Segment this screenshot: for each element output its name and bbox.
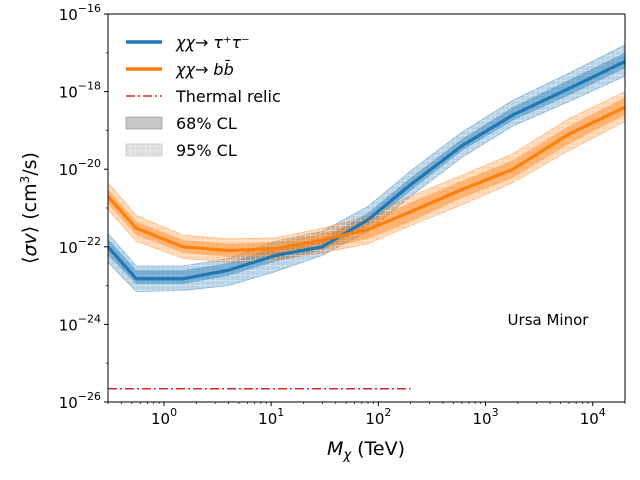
y-tick-label: 10−22 [59, 235, 101, 257]
target-annotation: Ursa Minor [508, 311, 590, 329]
legend-label: Thermal relic [175, 87, 281, 106]
legend-label: χχ→ bb̄ [175, 60, 234, 79]
median-lines [108, 59, 625, 390]
legend-swatch-95-hatch [126, 144, 162, 156]
tick-marks: 100 101 102 103 104 10−26 10−24 10−22 10−20 10−18… [59, 2, 626, 428]
x-tick-label: 103 [473, 406, 499, 428]
legend-label: 95% CL [176, 141, 237, 160]
x-tick-label: 100 [151, 406, 177, 428]
y-axis-label: ⟨σv⟩ (cm3/s) [18, 152, 41, 264]
x-tick-label: 104 [580, 406, 606, 428]
band-95-hatch-bb [108, 91, 625, 263]
y-tick-label: 10−20 [59, 157, 101, 179]
legend-label: χχ→ τ⁺τ⁻ [175, 33, 250, 52]
confidence-bands [108, 44, 625, 293]
x-tick-label: 102 [365, 406, 391, 428]
legend-label: 68% CL [176, 114, 237, 133]
y-tick-label: 10−16 [59, 2, 101, 24]
legend: χχ→ τ⁺τ⁻ χχ→ bb̄ Thermal relic 68% CL 95% CL [125, 33, 281, 160]
y-tick-label: 10−26 [59, 390, 101, 412]
median-line-bb [108, 105, 625, 253]
y-tick-label: 10−18 [59, 80, 101, 102]
y-tick-label: 10−24 [59, 312, 101, 334]
band-95-hatch-tau [108, 44, 625, 292]
x-tick-label: 101 [258, 406, 284, 428]
band-68-bb [108, 97, 625, 257]
x-axis-label: Mχ (TeV) [327, 438, 405, 463]
legend-swatch-68 [125, 116, 163, 130]
